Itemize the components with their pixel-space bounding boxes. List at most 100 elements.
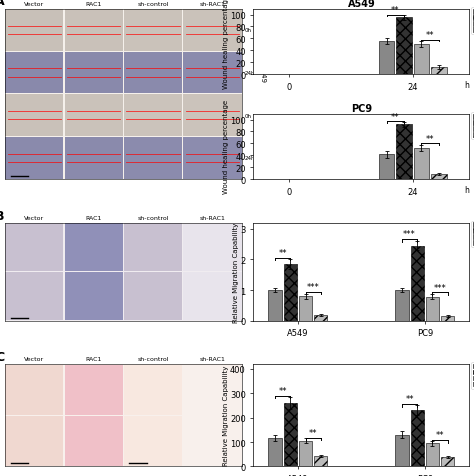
Bar bbox=[183, 273, 242, 320]
Bar bbox=[5, 138, 64, 179]
Bar bbox=[441, 317, 455, 321]
Text: sh-control: sh-control bbox=[137, 2, 169, 8]
Text: sh-control: sh-control bbox=[137, 357, 169, 362]
Bar bbox=[410, 410, 424, 466]
Bar bbox=[414, 149, 429, 180]
Bar bbox=[183, 138, 242, 179]
Text: A549: A549 bbox=[260, 238, 266, 257]
Text: ***: *** bbox=[307, 282, 319, 291]
Bar bbox=[64, 224, 123, 272]
Bar bbox=[183, 224, 242, 272]
Bar bbox=[5, 273, 64, 320]
Bar bbox=[426, 443, 439, 466]
Bar bbox=[5, 52, 64, 94]
Bar bbox=[299, 297, 312, 321]
Text: A549: A549 bbox=[260, 64, 266, 82]
Bar bbox=[410, 246, 424, 321]
Bar bbox=[283, 403, 297, 466]
Bar bbox=[124, 138, 182, 179]
Text: Vector: Vector bbox=[24, 2, 45, 8]
Text: sh-RAC1: sh-RAC1 bbox=[200, 357, 226, 362]
Bar bbox=[183, 95, 242, 137]
Text: PC9: PC9 bbox=[260, 434, 266, 447]
Bar bbox=[64, 10, 123, 52]
Text: RAC1: RAC1 bbox=[86, 216, 102, 221]
Text: h: h bbox=[464, 81, 469, 90]
Bar bbox=[5, 10, 64, 52]
Text: **: ** bbox=[391, 6, 400, 15]
Bar bbox=[5, 224, 64, 272]
Bar bbox=[268, 438, 282, 466]
Bar bbox=[124, 52, 182, 94]
Text: sh-RAC1: sh-RAC1 bbox=[200, 216, 226, 221]
Text: RAC1: RAC1 bbox=[86, 357, 102, 362]
Text: 0h: 0h bbox=[245, 113, 252, 119]
Bar bbox=[124, 224, 182, 272]
Text: RAC1: RAC1 bbox=[86, 2, 102, 8]
Bar bbox=[124, 416, 182, 466]
Bar bbox=[431, 68, 447, 75]
Text: **: ** bbox=[426, 31, 435, 40]
Text: C: C bbox=[0, 350, 4, 363]
Bar bbox=[395, 290, 409, 321]
Text: 24h: 24h bbox=[245, 71, 255, 76]
Bar bbox=[183, 365, 242, 415]
Text: **: ** bbox=[278, 386, 287, 395]
Text: A549: A549 bbox=[260, 381, 266, 399]
Y-axis label: Relative Migration Capability: Relative Migration Capability bbox=[233, 222, 239, 322]
Text: Vector: Vector bbox=[24, 216, 45, 221]
Legend: Vector, RAC1, sh-control, sh-RAC1: Vector, RAC1, sh-control, sh-RAC1 bbox=[472, 221, 474, 248]
Text: **: ** bbox=[426, 135, 435, 143]
Bar bbox=[124, 273, 182, 320]
Y-axis label: Relative Migration Capability: Relative Migration Capability bbox=[223, 365, 228, 466]
Bar bbox=[124, 10, 182, 52]
Bar bbox=[64, 273, 123, 320]
Text: sh-control: sh-control bbox=[137, 216, 169, 221]
Text: h: h bbox=[464, 186, 469, 195]
Text: 0h: 0h bbox=[245, 28, 252, 33]
Legend: Vector, RAC1, sh-control, sh-RAC1: Vector, RAC1, sh-control, sh-RAC1 bbox=[472, 8, 474, 35]
Bar bbox=[426, 297, 439, 321]
Text: ***: *** bbox=[434, 283, 447, 292]
Text: sh-RAC1: sh-RAC1 bbox=[200, 2, 226, 8]
Text: **: ** bbox=[278, 248, 287, 258]
Y-axis label: Wound healing percentage: Wound healing percentage bbox=[223, 100, 228, 194]
Text: **: ** bbox=[391, 112, 400, 121]
Bar bbox=[5, 95, 64, 137]
Text: 24h: 24h bbox=[245, 156, 255, 161]
Bar bbox=[396, 19, 412, 75]
Title: PC9: PC9 bbox=[351, 104, 372, 114]
Bar bbox=[64, 416, 123, 466]
Bar bbox=[124, 365, 182, 415]
Legend: Vector, RAC1, sh-control, sh-RAC1: Vector, RAC1, sh-control, sh-RAC1 bbox=[472, 362, 474, 389]
Text: PC9: PC9 bbox=[260, 290, 266, 303]
Bar bbox=[5, 365, 64, 415]
Bar bbox=[299, 441, 312, 466]
Bar bbox=[64, 138, 123, 179]
Bar bbox=[64, 365, 123, 415]
Bar bbox=[64, 95, 123, 137]
Bar bbox=[314, 316, 328, 321]
Bar bbox=[64, 52, 123, 94]
Text: B: B bbox=[0, 209, 5, 222]
Bar bbox=[431, 175, 447, 180]
Text: **: ** bbox=[405, 395, 414, 403]
Bar bbox=[183, 416, 242, 466]
Bar bbox=[395, 435, 409, 466]
Bar bbox=[441, 457, 455, 466]
Bar bbox=[183, 52, 242, 94]
Bar bbox=[379, 42, 394, 75]
Title: A549: A549 bbox=[347, 0, 375, 9]
Text: A: A bbox=[0, 0, 5, 8]
Text: PC9: PC9 bbox=[260, 152, 266, 165]
Bar bbox=[183, 10, 242, 52]
Bar bbox=[379, 155, 394, 180]
Legend: Vector, RAC1, sh-control, sh-RAC1: Vector, RAC1, sh-control, sh-RAC1 bbox=[472, 113, 474, 139]
Bar bbox=[414, 45, 429, 75]
Bar bbox=[5, 416, 64, 466]
Bar bbox=[396, 125, 412, 180]
Bar bbox=[124, 95, 182, 137]
Y-axis label: Wound healing percentage: Wound healing percentage bbox=[223, 0, 228, 89]
Bar bbox=[314, 456, 328, 466]
Text: **: ** bbox=[436, 430, 444, 439]
